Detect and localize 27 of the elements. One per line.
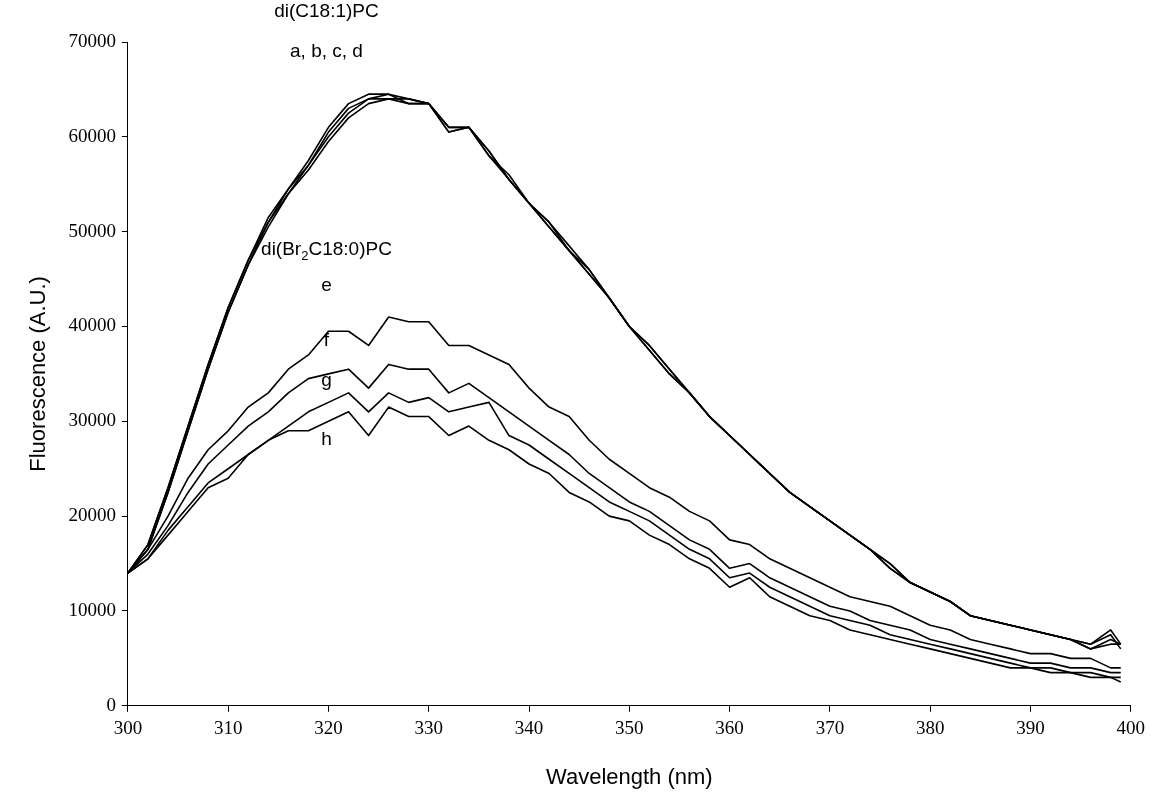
x-tick-label: 350	[615, 717, 644, 739]
annotation: g	[321, 369, 332, 391]
annotation: h	[321, 427, 332, 449]
x-tick-label: 380	[915, 717, 945, 739]
y-tick-label: 20000	[68, 504, 116, 526]
x-tick-label: 330	[414, 717, 444, 739]
x-axis-title: Wavelength (nm)	[545, 763, 713, 789]
y-tick-label: 40000	[68, 314, 116, 336]
y-tick-label: 70000	[68, 29, 116, 51]
x-tick-label: 310	[213, 717, 243, 739]
annotation: f	[323, 328, 330, 350]
y-tick-label: 50000	[68, 219, 116, 241]
x-tick-label: 390	[1016, 717, 1045, 739]
x-tick-label: 360	[715, 717, 744, 739]
x-tick-label: 340	[514, 717, 544, 739]
y-tick-label: 0	[106, 693, 116, 715]
annotation: e	[321, 273, 332, 295]
x-tick-label: 320	[314, 717, 343, 739]
y-tick-label: 30000	[68, 409, 116, 431]
x-tick-label: 400	[1116, 717, 1145, 739]
y-tick-label: 60000	[68, 124, 116, 146]
y-tick-label: 10000	[68, 598, 116, 620]
x-tick-label: 370	[815, 717, 845, 739]
x-tick-label: 300	[113, 717, 143, 739]
annotation: a, b, c, d	[290, 39, 363, 61]
text: di(C18:1)PC	[274, 0, 379, 21]
y-axis-title: Fluorescence (A.U.)	[25, 276, 51, 472]
